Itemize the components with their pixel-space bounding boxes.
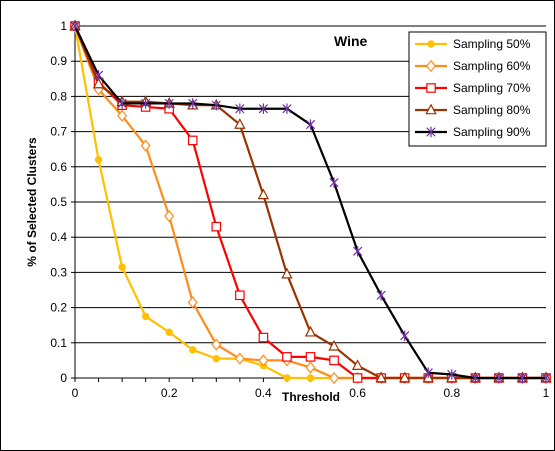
data-point (92, 77, 105, 89)
data-point (352, 246, 363, 257)
legend-label: Sampling 70% (453, 81, 531, 95)
y-tick-label: 1 (60, 19, 67, 33)
data-point (426, 83, 436, 93)
data-point (329, 355, 339, 366)
data-point (306, 374, 315, 382)
y-tick-label: 0.8 (50, 89, 67, 103)
legend-label: Sampling 80% (453, 103, 531, 117)
legend-item: Sampling 60% (415, 59, 531, 73)
x-tick-label: 0.2 (161, 386, 178, 400)
legend-item: Sampling 80% (415, 103, 531, 117)
legend-item: Sampling 70% (415, 81, 531, 95)
legend-item: Sampling 90% (415, 125, 531, 139)
data-point (427, 40, 435, 48)
data-point (164, 209, 175, 223)
y-tick-label: 0.7 (50, 125, 67, 139)
data-point (426, 126, 436, 138)
data-point (117, 109, 128, 122)
data-point (164, 98, 174, 109)
legend-label: Sampling 60% (453, 59, 531, 73)
data-point (329, 371, 340, 385)
data-point (423, 367, 433, 378)
data-point (211, 338, 222, 351)
data-point (283, 374, 291, 382)
data-point (234, 118, 246, 129)
data-point (541, 372, 551, 384)
x-axis-title: Threshold (282, 390, 340, 404)
data-point (118, 263, 126, 271)
data-point (351, 359, 364, 370)
y-tick-label: 0.2 (50, 301, 67, 315)
x-tick-label: 0.6 (349, 386, 366, 400)
data-point (281, 267, 293, 279)
data-point (235, 290, 245, 301)
data-point (70, 20, 80, 32)
y-tick-label: 0.9 (50, 54, 67, 68)
y-tick-label: 0 (60, 371, 67, 385)
data-point (189, 346, 197, 354)
data-point (257, 188, 270, 200)
data-point (165, 328, 173, 336)
data-point (234, 352, 245, 365)
data-point (211, 100, 221, 111)
data-point (399, 371, 411, 383)
y-tick-label: 0.1 (50, 336, 67, 350)
data-point (187, 135, 198, 146)
data-point (305, 352, 316, 362)
data-point (447, 369, 457, 380)
data-point (258, 332, 269, 343)
data-point (188, 98, 198, 109)
data-point (305, 361, 316, 374)
data-point (258, 103, 269, 114)
data-point (329, 177, 339, 188)
x-tick-label: 1 (543, 386, 550, 400)
data-point (93, 70, 104, 81)
data-point (425, 103, 437, 115)
x-tick-label: 0.4 (255, 386, 272, 400)
x-tick-label: 0 (72, 386, 79, 400)
y-tick-label: 0.6 (50, 160, 67, 174)
data-point (282, 352, 292, 362)
data-point (235, 103, 245, 114)
chart-annotation: Wine (334, 33, 368, 49)
data-point (470, 372, 480, 384)
data-point (305, 119, 316, 130)
data-point (376, 290, 386, 301)
data-point (517, 372, 528, 384)
axes: 0 0.1 0.2 0.3 0.4 0.5 0.6 0.7 0.8 0.9 1 0 0.2 0.4 0.6 0… (50, 19, 549, 400)
data-point (94, 156, 103, 164)
y-tick-label: 0.4 (50, 230, 67, 244)
data-point (212, 354, 221, 363)
legend-label: Sampling 50% (453, 37, 531, 51)
legend-label: Sampling 90% (453, 125, 531, 139)
data-point (375, 371, 387, 383)
data-point (328, 339, 340, 351)
data-point (282, 103, 292, 114)
data-point (141, 98, 151, 109)
data-point (258, 354, 269, 367)
data-point (304, 325, 317, 337)
data-point (141, 312, 150, 321)
data-point (400, 330, 410, 341)
data-point (140, 139, 151, 152)
legend: Sampling 50% Sampling 60% Sampling 70% Samp… (408, 31, 547, 147)
legend-item: Sampling 50% (415, 37, 531, 51)
series-5 (70, 20, 551, 384)
y-axis-title: % of Selected Clusters (25, 137, 39, 267)
data-point (426, 59, 436, 73)
data-point (352, 373, 363, 383)
y-tick-label: 0.3 (50, 265, 67, 279)
data-point (494, 372, 504, 384)
y-tick-label: 0.5 (50, 195, 67, 209)
data-point (117, 98, 127, 109)
x-tick-label: 0.8 (443, 386, 460, 400)
data-point (187, 296, 198, 309)
data-point (211, 221, 222, 232)
series-lines (69, 19, 552, 385)
